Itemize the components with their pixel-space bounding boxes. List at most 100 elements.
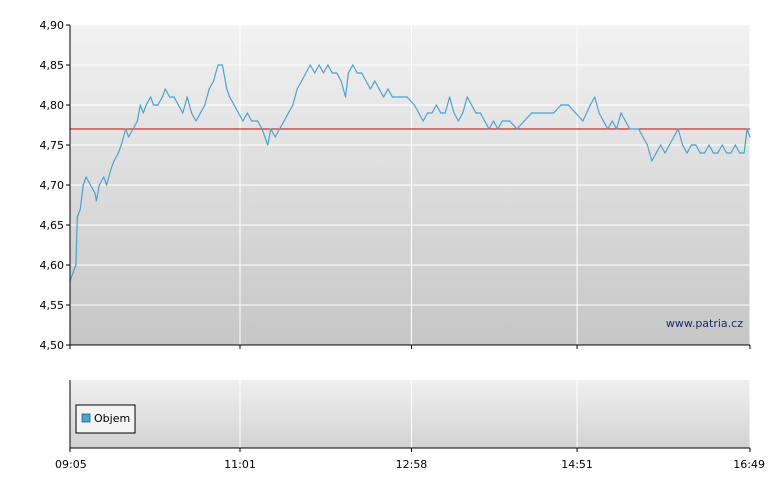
- price-point: [274, 136, 276, 138]
- price-point: [177, 104, 179, 106]
- price-point: [75, 264, 77, 266]
- price-point: [616, 128, 618, 130]
- price-point: [208, 88, 210, 90]
- price-point: [699, 152, 701, 154]
- price-point: [668, 144, 671, 146]
- price-point: [620, 112, 622, 114]
- price-point: [444, 112, 446, 114]
- price-point: [422, 120, 424, 122]
- price-point: [279, 128, 281, 130]
- price-point: [660, 144, 662, 146]
- price-point: [169, 96, 171, 98]
- price-point: [399, 96, 401, 98]
- price-point: [327, 64, 329, 66]
- price-point: [712, 152, 715, 154]
- price-point: [677, 128, 679, 130]
- price-point: [629, 128, 631, 130]
- price-point: [457, 120, 459, 122]
- price-point: [103, 176, 105, 178]
- price-point: [352, 64, 354, 66]
- price-point: [607, 128, 609, 130]
- price-point: [340, 80, 342, 82]
- price-point: [475, 112, 477, 114]
- price-point: [242, 120, 244, 122]
- price-point: [106, 184, 108, 186]
- price-point: [195, 120, 197, 122]
- price-point: [150, 96, 152, 98]
- price-point: [545, 112, 547, 114]
- price-point: [638, 128, 640, 130]
- price-point: [191, 112, 193, 114]
- price-point: [142, 112, 144, 114]
- price-point: [267, 144, 269, 146]
- price-point: [594, 96, 596, 98]
- price-point: [387, 88, 389, 90]
- price-point: [264, 136, 266, 138]
- y-tick-label: 4,70: [40, 179, 65, 192]
- x-tick-label: 11:01: [224, 458, 256, 471]
- price-point: [721, 144, 723, 146]
- price-point: [110, 168, 112, 170]
- price-point: [301, 80, 303, 82]
- price-point: [560, 104, 562, 106]
- price-point: [82, 184, 84, 186]
- price-point: [717, 152, 719, 154]
- price-point: [611, 120, 613, 122]
- price-point: [309, 64, 311, 66]
- price-point: [633, 128, 635, 130]
- price-point: [270, 128, 272, 130]
- price-point: [462, 112, 464, 114]
- price-point: [686, 152, 688, 154]
- price-y-axis: 4,50 4,55 4,60 4,65 4,70 4,75 4,80 4,85 4,90: [40, 19, 70, 352]
- price-point: [378, 88, 380, 90]
- price-point: [746, 128, 748, 130]
- price-point: [117, 152, 119, 154]
- price-point: [292, 104, 294, 106]
- price-point: [173, 96, 175, 98]
- price-point: [374, 80, 376, 82]
- price-point: [453, 112, 455, 114]
- price-point: [589, 104, 591, 106]
- price-point: [664, 152, 666, 154]
- price-point: [221, 64, 223, 66]
- x-tick-label: 16:49: [733, 458, 765, 471]
- price-point: [598, 112, 600, 114]
- price-point: [136, 120, 138, 122]
- volume-x-axis: 09:05 11:01 12:58 14:51 16:49: [55, 448, 765, 471]
- price-point: [488, 128, 490, 130]
- price-point: [76, 216, 78, 218]
- price-point: [651, 160, 653, 162]
- y-tick-label: 4,80: [40, 99, 65, 112]
- price-point: [318, 64, 320, 66]
- price-point: [440, 112, 442, 114]
- price-point: [391, 96, 393, 98]
- price-point: [531, 112, 533, 114]
- price-point: [85, 176, 87, 178]
- price-point: [120, 144, 122, 146]
- price-point: [682, 144, 684, 146]
- price-point: [509, 120, 511, 122]
- price-point: [344, 96, 347, 98]
- legend-label-objem: Objem: [94, 412, 130, 425]
- price-point: [553, 112, 555, 114]
- price-point: [427, 112, 429, 114]
- price-point: [567, 104, 569, 106]
- price-point: [655, 152, 657, 154]
- price-point: [466, 96, 468, 98]
- volume-plot-area: [70, 380, 750, 448]
- price-point: [624, 120, 627, 122]
- price-point: [708, 144, 710, 146]
- price-point: [89, 184, 92, 186]
- price-point: [199, 112, 201, 114]
- price-point: [229, 96, 231, 98]
- price-point: [113, 160, 115, 162]
- price-point: [204, 104, 206, 106]
- price-point: [538, 112, 540, 114]
- price-point: [365, 80, 367, 82]
- price-x-axis: [69, 345, 751, 349]
- price-series-line: [69, 64, 751, 282]
- price-point: [246, 112, 248, 114]
- price-point: [523, 120, 525, 122]
- price-point: [161, 96, 163, 98]
- price-point: [132, 128, 134, 130]
